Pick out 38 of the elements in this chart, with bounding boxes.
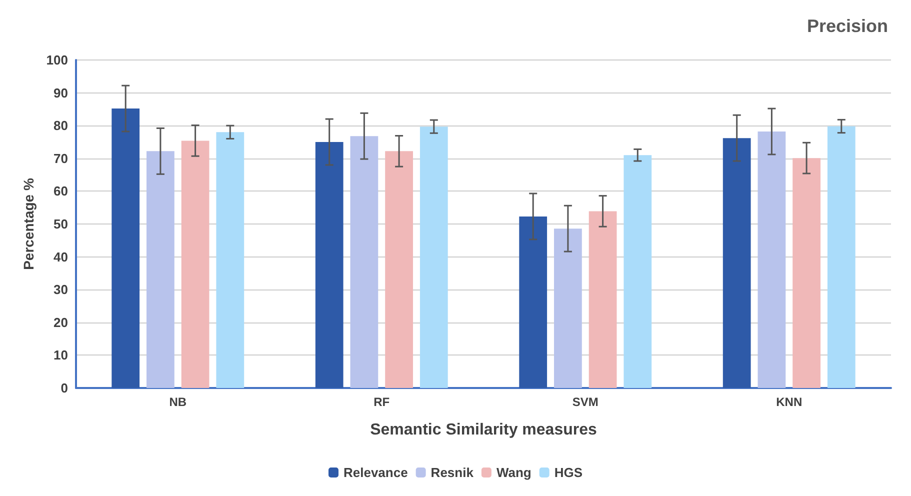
- bar: [350, 136, 378, 388]
- y-tick-label: 70: [54, 150, 68, 166]
- chart-title: Precision: [806, 16, 888, 36]
- y-tick-label: 0: [60, 380, 68, 396]
- bar: [588, 211, 617, 388]
- y-tick-label: 30: [54, 282, 68, 298]
- bar: [624, 155, 652, 388]
- y-axis-title: Percentage %: [20, 178, 36, 270]
- bar: [315, 142, 344, 388]
- legend-label: Resnik: [430, 465, 474, 480]
- legend-label: Relevance: [343, 465, 408, 480]
- x-tick-label: NB: [169, 395, 187, 409]
- y-tick-label: 60: [54, 184, 68, 199]
- y-tick-label: 50: [54, 216, 68, 232]
- bar: [216, 132, 244, 388]
- legend-label: Wang: [496, 465, 532, 480]
- bar: [519, 216, 548, 388]
- y-tick-label: 90: [54, 85, 68, 100]
- bar: [827, 126, 856, 388]
- x-tick-label: RF: [374, 395, 390, 409]
- y-tick-label: 80: [54, 118, 68, 134]
- y-tick-label: 10: [54, 348, 68, 363]
- legend-label: HGS: [554, 465, 583, 480]
- x-tick-label: SVM: [572, 395, 598, 409]
- bar: [385, 151, 413, 388]
- bar: [792, 158, 820, 388]
- bar: [146, 151, 174, 388]
- x-tick-label: KNN: [776, 395, 802, 409]
- bar: [554, 228, 582, 388]
- bar: [420, 126, 448, 388]
- bar: [181, 140, 210, 388]
- bar: [722, 138, 751, 388]
- bar: [112, 108, 140, 388]
- y-tick-label: 20: [54, 314, 68, 330]
- bar: [758, 132, 786, 388]
- y-tick-label: 100: [46, 52, 68, 68]
- x-axis-title: Semantic Similarity measures: [370, 422, 597, 438]
- y-tick-label: 40: [54, 249, 68, 264]
